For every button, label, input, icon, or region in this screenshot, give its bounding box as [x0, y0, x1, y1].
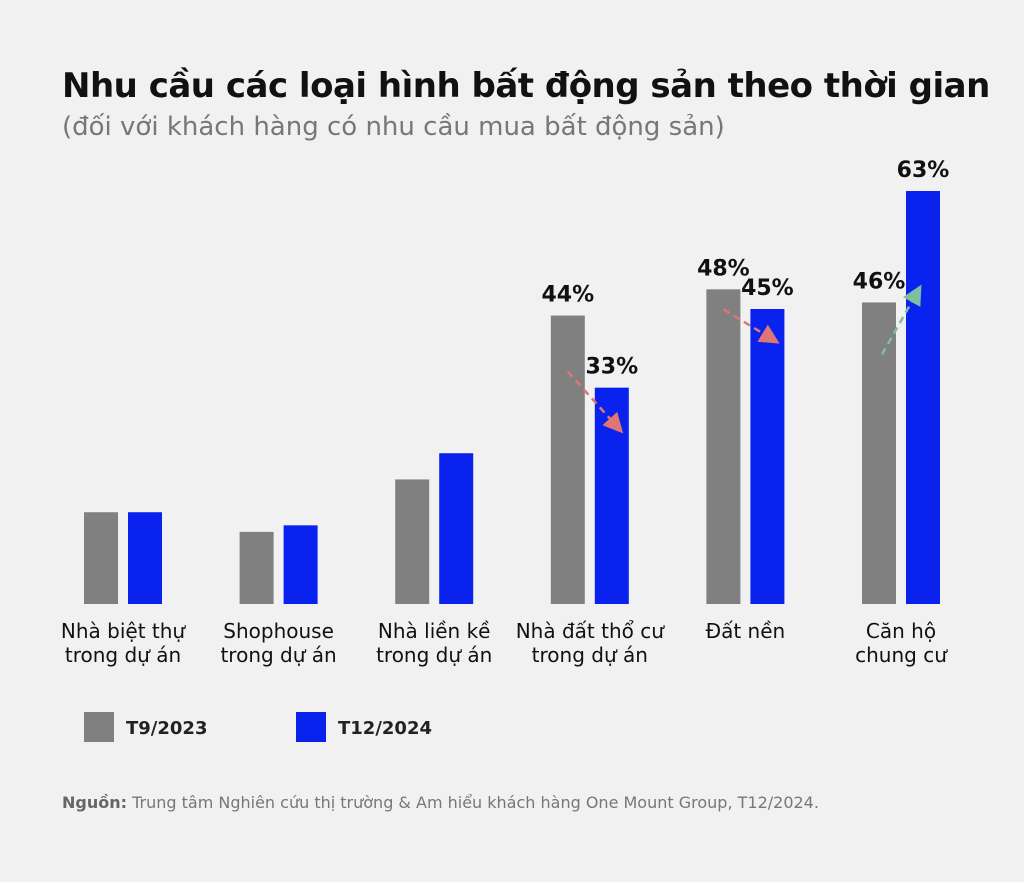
- source-label: Nguồn:: [62, 793, 128, 812]
- category-label: Nhà liền kề: [378, 619, 491, 643]
- bar-t12-2024: [128, 512, 162, 604]
- data-label: 33%: [585, 355, 638, 380]
- bar-t9-2023: [550, 315, 585, 604]
- trend-arrow-down: [566, 370, 624, 434]
- bar-t9-2023: [239, 531, 274, 604]
- category-label: trong dự án: [220, 643, 336, 667]
- category-label: trong dự án: [65, 643, 181, 667]
- category-label: Shophouse: [223, 619, 334, 643]
- data-label: 46%: [853, 269, 906, 294]
- category-label: Căn hộ: [866, 619, 936, 643]
- chart-subtitle: (đối với khách hàng có nhu cầu mua bất đ…: [62, 112, 725, 142]
- bar-t9-2023: [706, 289, 741, 604]
- data-label: 44%: [541, 283, 594, 308]
- bar-t12-2024: [906, 191, 940, 604]
- bar-t12-2024: [750, 309, 785, 604]
- bar-t12-2024: [283, 525, 318, 604]
- category-label: Nhà biệt thự: [61, 619, 187, 643]
- category-label: trong dự án: [376, 643, 492, 667]
- category-label: trong dự án: [532, 643, 648, 667]
- legend-swatch: [84, 712, 114, 742]
- category-label: chung cư: [855, 643, 948, 667]
- source-note: Nguồn: Trung tâm Nghiên cứu thị trường &…: [62, 793, 819, 812]
- source-text: Trung tâm Nghiên cứu thị trường & Am hiể…: [127, 793, 819, 812]
- chart-title: Nhu cầu các loại hình bất động sản theo …: [62, 66, 990, 106]
- legend-label: T9/2023: [126, 718, 207, 739]
- legend-swatch: [296, 712, 326, 742]
- trend-arrow-down: [722, 308, 780, 344]
- bar-t9-2023: [862, 302, 896, 604]
- trend-arrow-up: [880, 284, 922, 356]
- data-label: 63%: [897, 158, 950, 183]
- bar-t9-2023: [84, 512, 118, 604]
- data-label: 45%: [741, 276, 794, 301]
- bar-t9-2023: [395, 479, 430, 604]
- legend-label: T12/2024: [338, 718, 432, 739]
- bar-t12-2024: [439, 453, 474, 604]
- category-label: Nhà đất thổ cư: [516, 619, 666, 643]
- data-label: 48%: [697, 256, 750, 281]
- category-label: Đất nền: [706, 619, 786, 643]
